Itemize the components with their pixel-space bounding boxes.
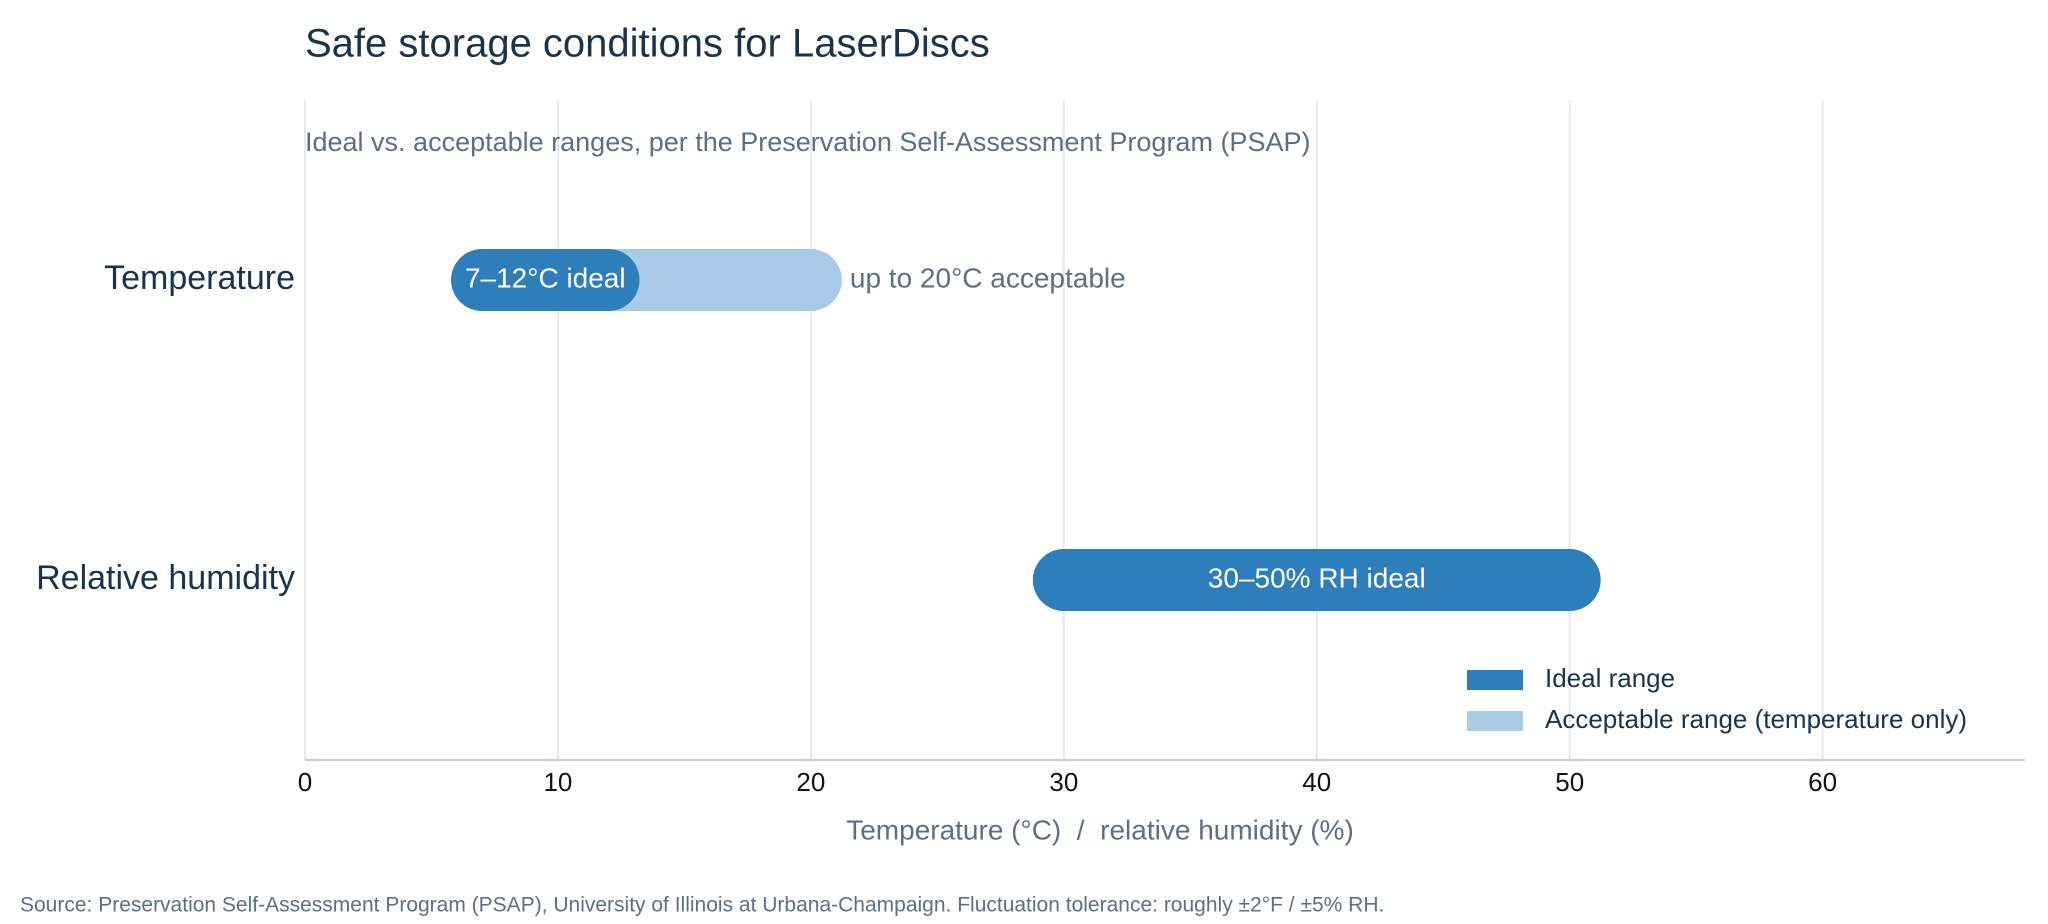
gridlines — [304, 100, 1824, 760]
legend-swatch-acceptable-range-temperature-only — [1467, 711, 1523, 731]
x-axis-title: Temperature (°C) / relative humidity (%) — [846, 814, 1354, 845]
bar-ideal-range-temperature — [451, 249, 640, 311]
category-label-temperature: Temperature — [104, 259, 295, 297]
legend-label-ideal-range: Ideal range — [1545, 663, 1675, 693]
bar-label-acceptable-range-temperature-only-temperature: up to 20°C acceptable — [850, 262, 1126, 293]
source-note: Source: Preservation Self-Assessment Pro… — [20, 894, 1384, 917]
legend-label-acceptable-range-temperature-only: Acceptable range (temperature only) — [1545, 704, 1967, 734]
legend: Ideal range Acceptable range (temperature… — [1467, 663, 1967, 734]
category-labels: Temperature Relative humidity — [36, 259, 295, 597]
bar-label-ideal-range-temperature: 7–12°C ideal — [465, 262, 626, 293]
x-tick-label-10: 10 — [543, 767, 572, 797]
range-bars: up to 20°C acceptable 7–12°C ideal 30–50% … — [451, 249, 1601, 611]
chart-title: Safe storage conditions for LaserDiscs — [305, 22, 990, 66]
bar-label-ideal-range-relative-humidity: 30–50% RH ideal — [1208, 562, 1426, 593]
bar-ideal-range-relative-humidity — [1032, 549, 1601, 611]
x-tick-label-20: 20 — [796, 767, 825, 797]
x-tick-label-40: 40 — [1302, 767, 1331, 797]
legend-swatch-ideal-range — [1467, 670, 1523, 690]
x-tick-label-50: 50 — [1555, 767, 1584, 797]
chart-subtitle: Ideal vs. acceptable ranges, per the Pre… — [305, 127, 1310, 157]
category-label-relative-humidity: Relative humidity — [36, 559, 295, 597]
x-axis: 0 10 20 30 40 50 60 — [298, 759, 2025, 797]
x-tick-label-30: 30 — [1049, 767, 1078, 797]
x-tick-label-0: 0 — [298, 767, 312, 797]
x-tick-label-60: 60 — [1808, 767, 1837, 797]
